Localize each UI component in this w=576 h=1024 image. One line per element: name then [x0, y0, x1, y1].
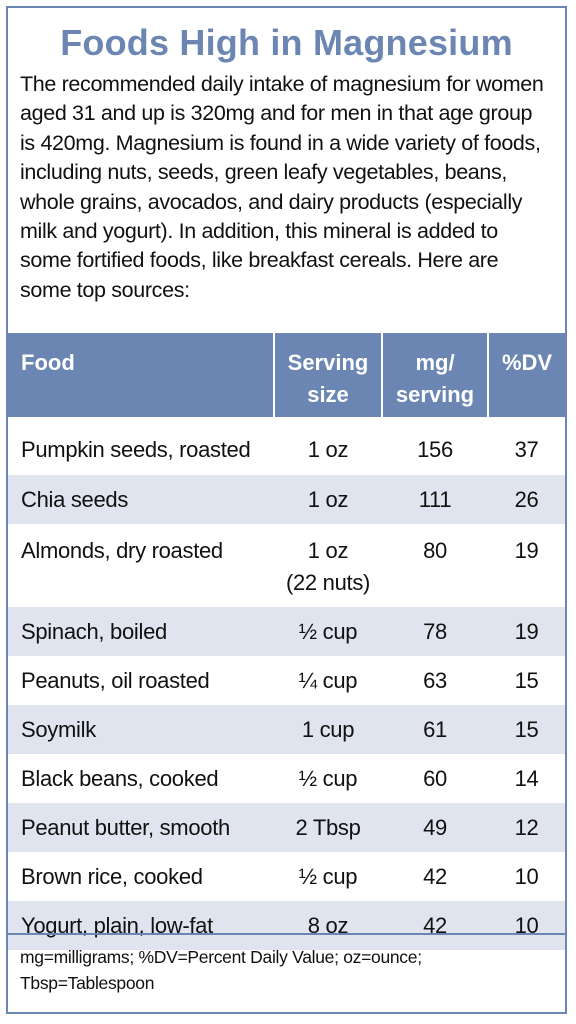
- cell-serving: 1 oz: [307, 437, 349, 462]
- cell-food: Brown rice, cooked: [21, 863, 203, 889]
- cell-dv: 15: [488, 705, 565, 754]
- cell-food: Soymilk: [8, 705, 274, 754]
- header-mg-per-serving: mg/ serving: [381, 333, 488, 417]
- cell-mg: 63: [423, 667, 447, 693]
- intro-paragraph: The recommended daily intake of magnesiu…: [20, 72, 544, 302]
- cell-food: Chia seeds: [8, 475, 274, 524]
- cell-mg: 78: [382, 607, 488, 656]
- cell-dv: 19: [514, 538, 539, 563]
- cell-serving: 2 Tbsp: [274, 803, 382, 852]
- cell-serving: 1 oz: [274, 475, 382, 524]
- table-row: Peanut butter, smooth 2 Tbsp 49 12: [8, 803, 565, 852]
- cell-mg: 61: [382, 705, 488, 754]
- cell-dv: 14: [514, 765, 539, 791]
- cell-serving: ½ cup: [298, 863, 358, 889]
- cell-food: Pumpkin seeds, roasted: [21, 437, 251, 462]
- cell-food: Yogurt, plain, low-fat: [8, 901, 274, 950]
- cell-serving: 8 oz: [274, 901, 382, 950]
- table-header: Food Serving size mg/ serving %DV: [8, 333, 565, 417]
- cell-dv: 12: [488, 803, 565, 852]
- table-row: Pumpkin seeds, roasted 1 oz 156 37: [8, 417, 565, 475]
- cell-serving: ½ cup: [298, 765, 358, 791]
- cell-serving: 1 cup: [274, 705, 382, 754]
- header-mg-line1: mg/: [415, 350, 455, 375]
- cell-dv: 26: [488, 475, 565, 524]
- cell-mg: 80: [423, 538, 447, 563]
- header-dv: %DV: [487, 333, 565, 417]
- cell-food: Black beans, cooked: [21, 765, 219, 791]
- cell-mg: 42: [423, 863, 447, 889]
- cell-food: Almonds, dry roasted: [21, 538, 223, 563]
- header-serving-size: Serving size: [273, 333, 382, 417]
- header-serving-line2: size: [307, 382, 349, 407]
- cell-mg: 111: [382, 475, 488, 524]
- cell-serving: 1 oz (22 nuts): [274, 524, 382, 607]
- cell-serving: ¼ cup: [298, 667, 358, 693]
- header-food-label: Food: [21, 350, 75, 375]
- cell-serving-note: (22 nuts): [285, 570, 371, 595]
- cell-mg: 60: [423, 765, 447, 791]
- cell-mg: 49: [382, 803, 488, 852]
- table-row: Chia seeds 1 oz 111 26: [8, 475, 565, 524]
- header-serving-line1: Serving: [287, 350, 369, 375]
- table-row: Almonds, dry roasted 1 oz (22 nuts) 80 1…: [8, 524, 565, 607]
- cell-dv: 10: [488, 901, 565, 950]
- table-header-row: Food Serving size mg/ serving %DV: [8, 333, 565, 417]
- cell-serving-amount: 1 oz: [307, 538, 349, 563]
- footnote-line1: mg=milligrams; %DV=Percent Daily Value; …: [20, 947, 422, 967]
- table-row: Yogurt, plain, low-fat 8 oz 42 10: [8, 901, 565, 950]
- table-row: Brown rice, cooked ½ cup 42 10: [8, 852, 565, 901]
- header-mg-line2: serving: [395, 382, 475, 407]
- table-row: Soymilk 1 cup 61 15: [8, 705, 565, 754]
- header-food: Food: [8, 333, 274, 417]
- header-dv-label: %DV: [501, 350, 553, 375]
- table-row: Spinach, boiled ½ cup 78 19: [8, 607, 565, 656]
- cell-mg: 42: [382, 901, 488, 950]
- cell-dv: 10: [514, 863, 539, 889]
- table-body: Pumpkin seeds, roasted 1 oz 156 37 Chia …: [8, 417, 565, 950]
- page-title: Foods High in Magnesium: [60, 22, 513, 63]
- cell-dv: 37: [514, 437, 539, 462]
- cell-food: Peanuts, oil roasted: [21, 667, 210, 693]
- magnesium-foods-table: Food Serving size mg/ serving %DV Pumpki…: [8, 333, 565, 950]
- cell-food: Spinach, boiled: [8, 607, 274, 656]
- table-row: Black beans, cooked ½ cup 60 14: [8, 754, 565, 803]
- cell-food: Peanut butter, smooth: [8, 803, 274, 852]
- cell-mg: 156: [417, 437, 453, 462]
- footnote-line2: Tbsp=Tablespoon: [20, 973, 155, 993]
- footnote-divider: [8, 933, 565, 935]
- cell-dv: 19: [488, 607, 565, 656]
- magnesium-info-panel: Foods High in Magnesium The recommended …: [6, 6, 567, 1014]
- cell-dv: 15: [514, 667, 539, 693]
- table-row: Peanuts, oil roasted ¼ cup 63 15: [8, 656, 565, 705]
- footnote: mg=milligrams; %DV=Percent Daily Value; …: [20, 944, 550, 996]
- cell-serving: ½ cup: [274, 607, 382, 656]
